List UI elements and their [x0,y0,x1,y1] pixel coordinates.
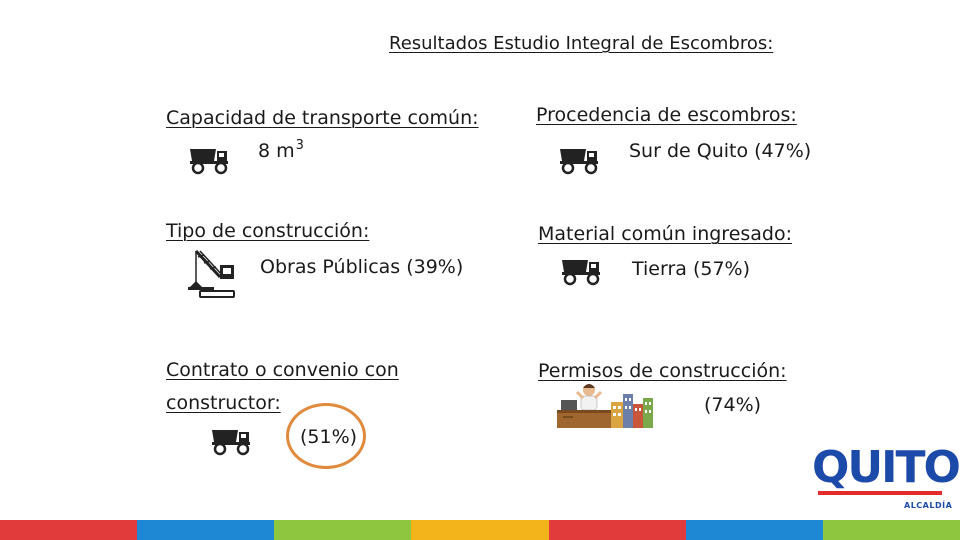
crane-icon [188,249,235,298]
dump-truck-icon [212,430,250,456]
stripe-segment [548,520,686,540]
procedencia-value: Sur de Quito (47%) [629,140,812,162]
dump-truck-icon [560,149,598,175]
procedencia-label: Procedencia de escombros: [536,104,797,126]
page-title: Resultados Estudio Integral de Escombros… [389,33,774,54]
contrato-label-line1: Contrato o convenio con [166,359,399,381]
contrato-label-line2: constructor: [166,392,281,414]
stripe-segment [274,520,412,540]
footer-color-stripe [0,520,960,540]
capacidad-label: Capacidad de transporte común: [166,107,479,129]
material-label: Material común ingresado: [538,223,793,245]
tipo-label: Tipo de construcción: [166,220,370,242]
dump-truck-icon [190,149,228,175]
stripe-segment [822,520,960,540]
permisos-value: (74%) [704,394,762,416]
tipo-value: Obras Públicas (39%) [260,256,464,278]
quito-logo: QUITO ALCALDÍA [812,446,960,516]
material-value: Tierra (57%) [632,258,751,280]
highlight-circle [286,403,366,469]
office-worker-city-icon [557,384,653,428]
stripe-segment [137,520,275,540]
stripe-segment [0,520,138,540]
stripe-segment [411,520,549,540]
logo-word: QUITO [812,442,960,493]
permisos-label: Permisos de construcción: [538,360,787,382]
logo-subtitle: ALCALDÍA [904,501,953,510]
dump-truck-icon [562,260,600,286]
logo-underline [818,491,942,495]
stripe-segment [685,520,823,540]
contrato-value: (51%) [300,426,358,448]
capacidad-value: 8 m3 [258,138,304,162]
